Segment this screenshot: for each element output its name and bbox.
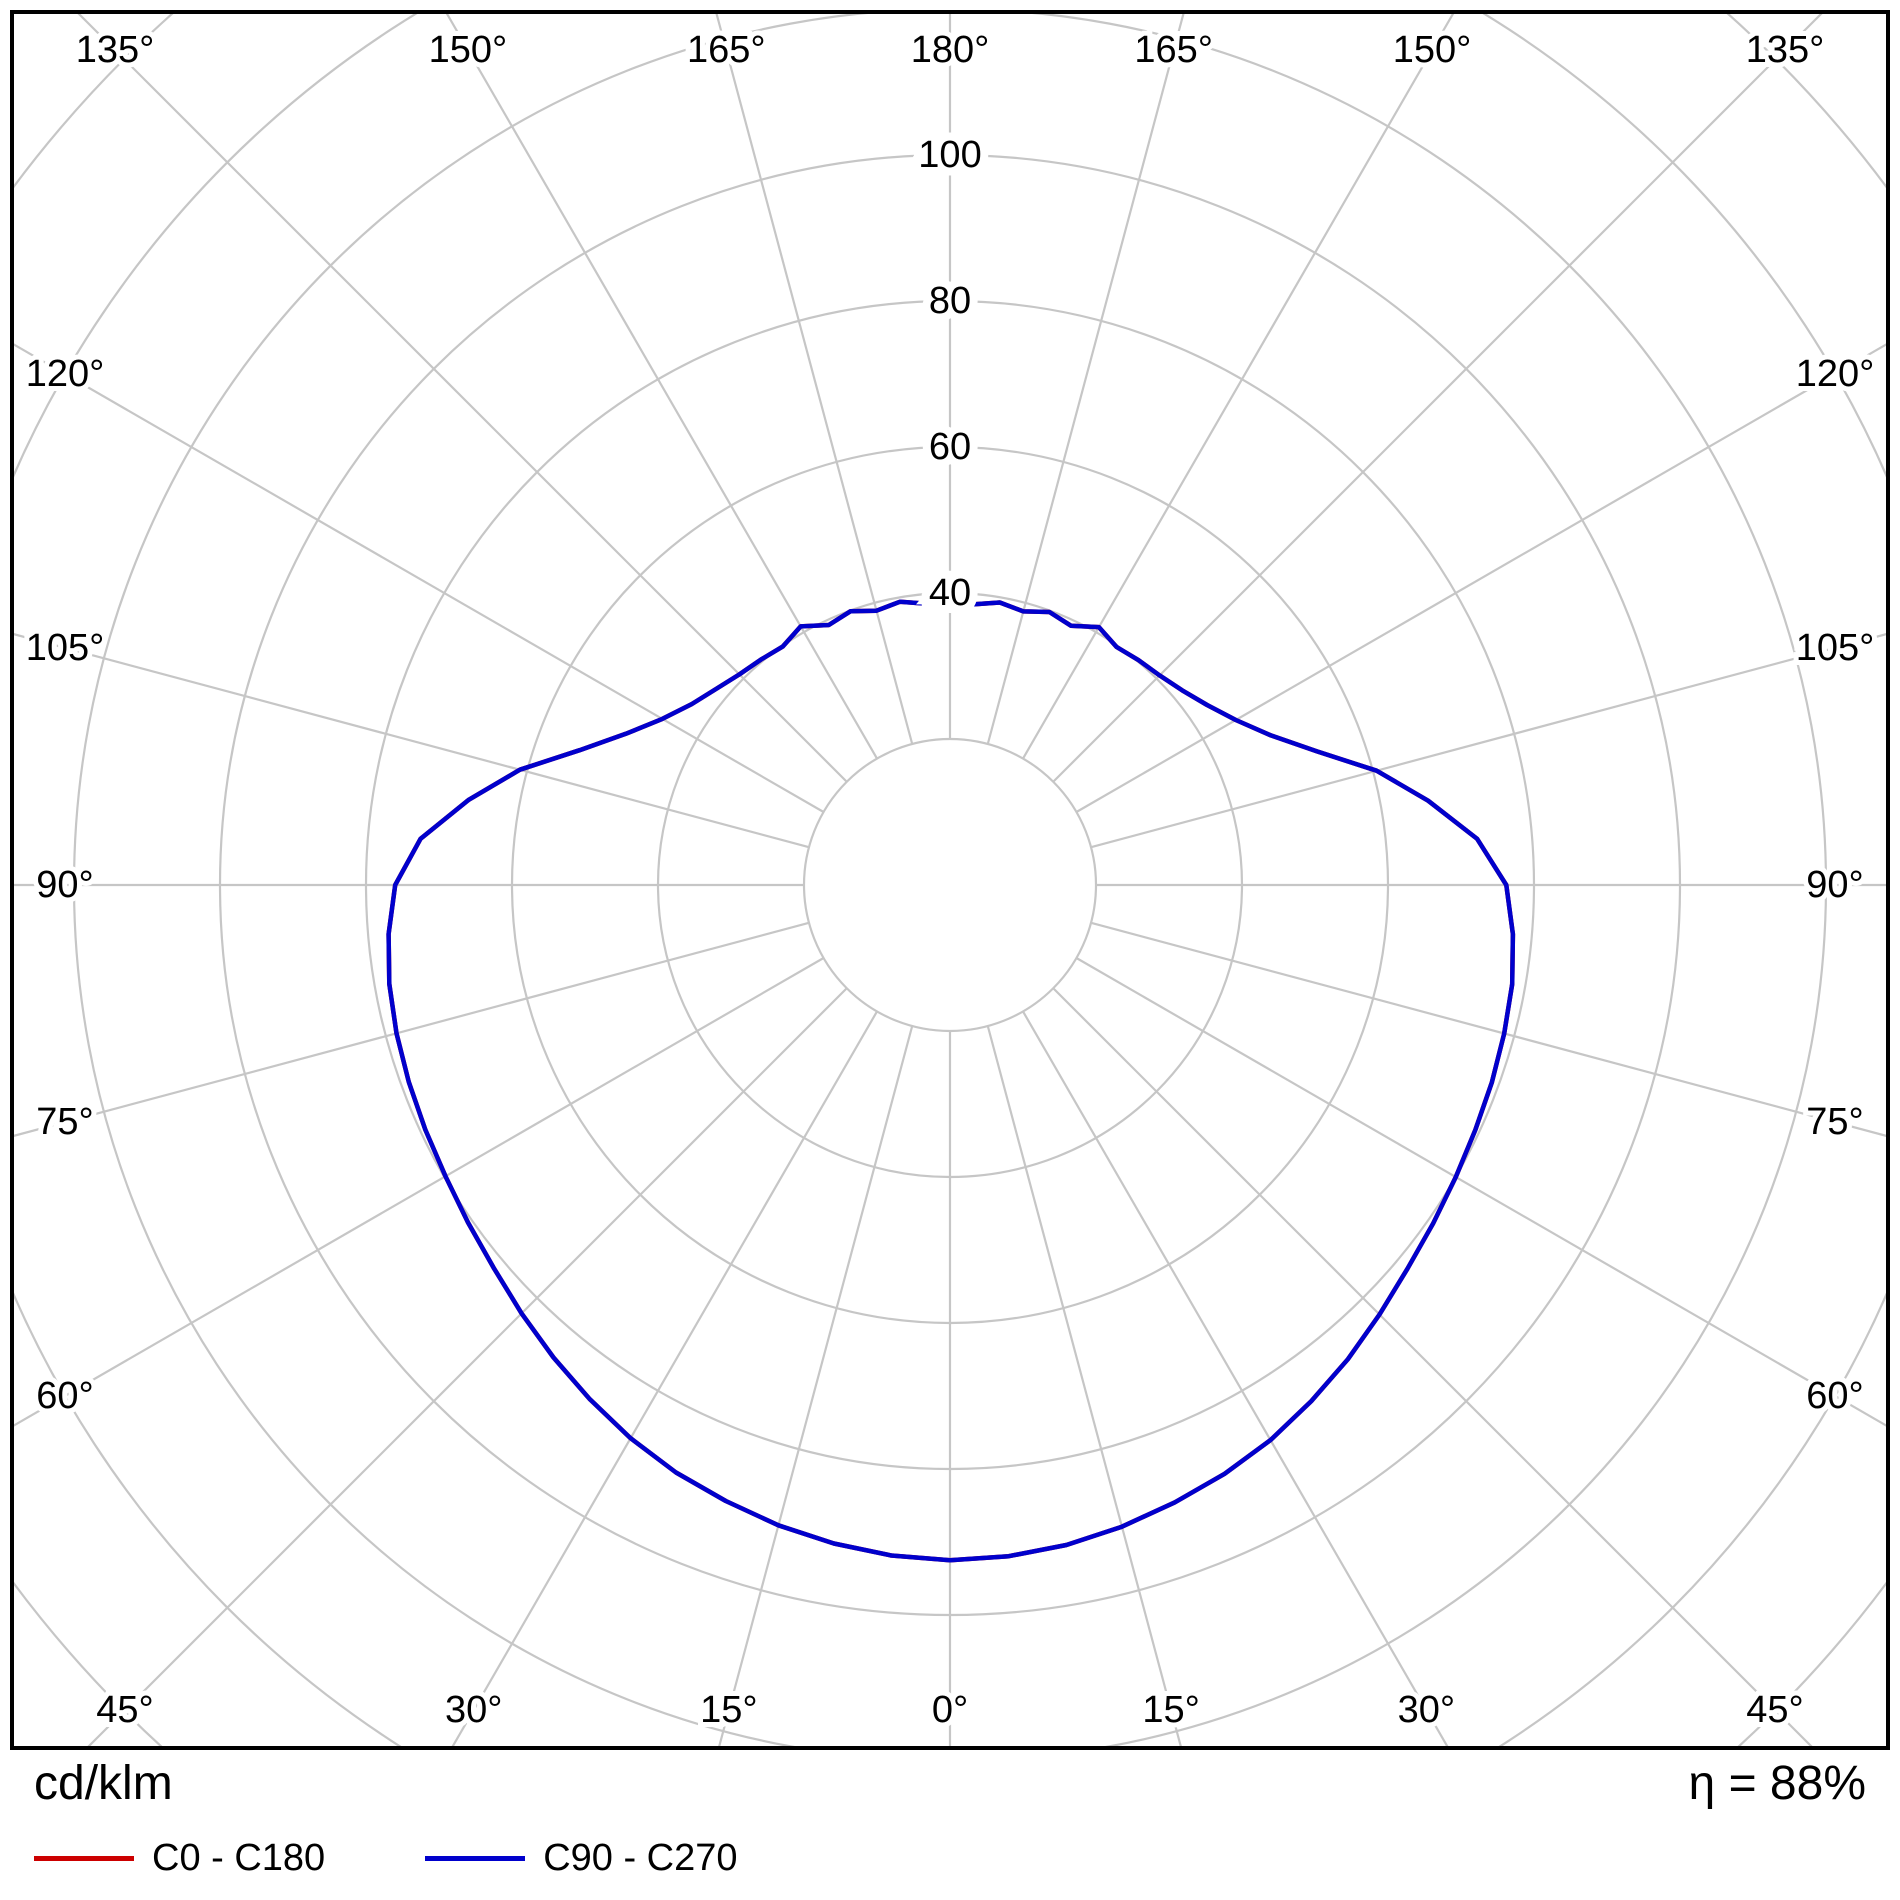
angle-tick-L120: 120° — [26, 353, 105, 395]
polar-plot: 40 60 80 100 180° 165° 165° 150° 150° 135° 135° 120… — [10, 10, 1890, 1750]
chart-footer: cd/klm η = 88% C0 - C180 C90 - C270 — [0, 1756, 1900, 1880]
angle-tick-L15: 15° — [700, 1689, 757, 1731]
angle-tick-L105: 105° — [26, 627, 105, 669]
grid-spoke — [451, 1010, 878, 1747]
grid-spoke — [1022, 13, 1455, 760]
angle-tick-R120: 120° — [1796, 353, 1875, 395]
angle-tick-L60: 60° — [36, 1375, 93, 1417]
grid-spoke — [1075, 957, 1887, 1428]
angle-tick-L165: 165° — [687, 29, 766, 71]
angle-tick-L45: 45° — [96, 1689, 153, 1731]
angle-tick-R180: 180° — [911, 29, 990, 71]
unit-label: cd/klm — [34, 1757, 173, 1810]
grid-ring — [802, 737, 1098, 1033]
angle-tick-L135: 135° — [76, 29, 155, 71]
grid-spoke — [1052, 13, 1824, 783]
grid-spoke — [13, 957, 825, 1428]
radial-tick-80: 80 — [929, 280, 971, 322]
polar-plot-svg: 40 60 80 100 180° 165° 165° 150° 150° 135° 135° 120… — [10, 10, 1890, 1750]
angle-tick-L30: 30° — [445, 1689, 502, 1731]
legend-swatch-c0-c180 — [34, 1856, 134, 1861]
grid-spoke — [76, 13, 848, 783]
angle-tick-R90: 90° — [1806, 864, 1863, 906]
grid-spoke — [13, 342, 825, 813]
angle-tick-R60: 60° — [1806, 1375, 1863, 1417]
angle-tick-R45: 45° — [1746, 1689, 1803, 1731]
legend-label-c90-c270: C90 - C270 — [543, 1837, 738, 1879]
legend: C0 - C180 C90 - C270 — [34, 1837, 1900, 1880]
grid-spoke — [986, 13, 1185, 745]
grid-spoke — [86, 987, 848, 1747]
grid-spoke — [445, 13, 878, 760]
angle-tick-R105: 105° — [1796, 627, 1875, 669]
angle-tick-R135: 135° — [1746, 29, 1825, 71]
angle-tick-R30: 30° — [1398, 1689, 1455, 1731]
grid-spoke — [1052, 987, 1814, 1747]
grid-spoke — [717, 1025, 914, 1747]
grid-spoke — [1090, 921, 1887, 1138]
curve-C90-C270 — [386, 599, 1516, 1563]
grid-spoke — [13, 921, 810, 1138]
footer-row: cd/klm η = 88% — [0, 1756, 1900, 1811]
legend-item-c90-c270: C90 - C270 — [425, 1837, 738, 1880]
angle-tick-L150: 150° — [429, 29, 508, 71]
angle-tick-R150: 150° — [1393, 29, 1472, 71]
legend-label-c0-c180: C0 - C180 — [152, 1837, 326, 1879]
grid-spoke — [986, 1025, 1183, 1747]
efficiency-label: η = 88% — [1688, 1757, 1866, 1810]
angle-tick-L90: 90° — [36, 864, 93, 906]
radial-tick-60: 60 — [929, 426, 971, 468]
polar-grid — [13, 13, 1887, 1747]
legend-item-c0-c180: C0 - C180 — [34, 1837, 325, 1880]
grid-spoke — [1075, 342, 1887, 813]
radial-tick-100: 100 — [918, 134, 981, 176]
grid-spoke — [13, 632, 810, 849]
legend-swatch-c90-c270 — [425, 1856, 526, 1861]
angle-tick-R15: 15° — [1142, 1689, 1199, 1731]
angle-tick-L75: 75° — [36, 1101, 93, 1143]
radial-tick-40: 40 — [929, 572, 971, 614]
plot-border — [10, 10, 1890, 1750]
grid-spoke — [1022, 1010, 1449, 1747]
angle-tick-R75: 75° — [1806, 1101, 1863, 1143]
angle-tick-R165: 165° — [1134, 29, 1213, 71]
grid-spoke — [1090, 632, 1887, 849]
angle-tick-R0: 0° — [932, 1689, 968, 1731]
grid-spoke — [715, 13, 914, 745]
